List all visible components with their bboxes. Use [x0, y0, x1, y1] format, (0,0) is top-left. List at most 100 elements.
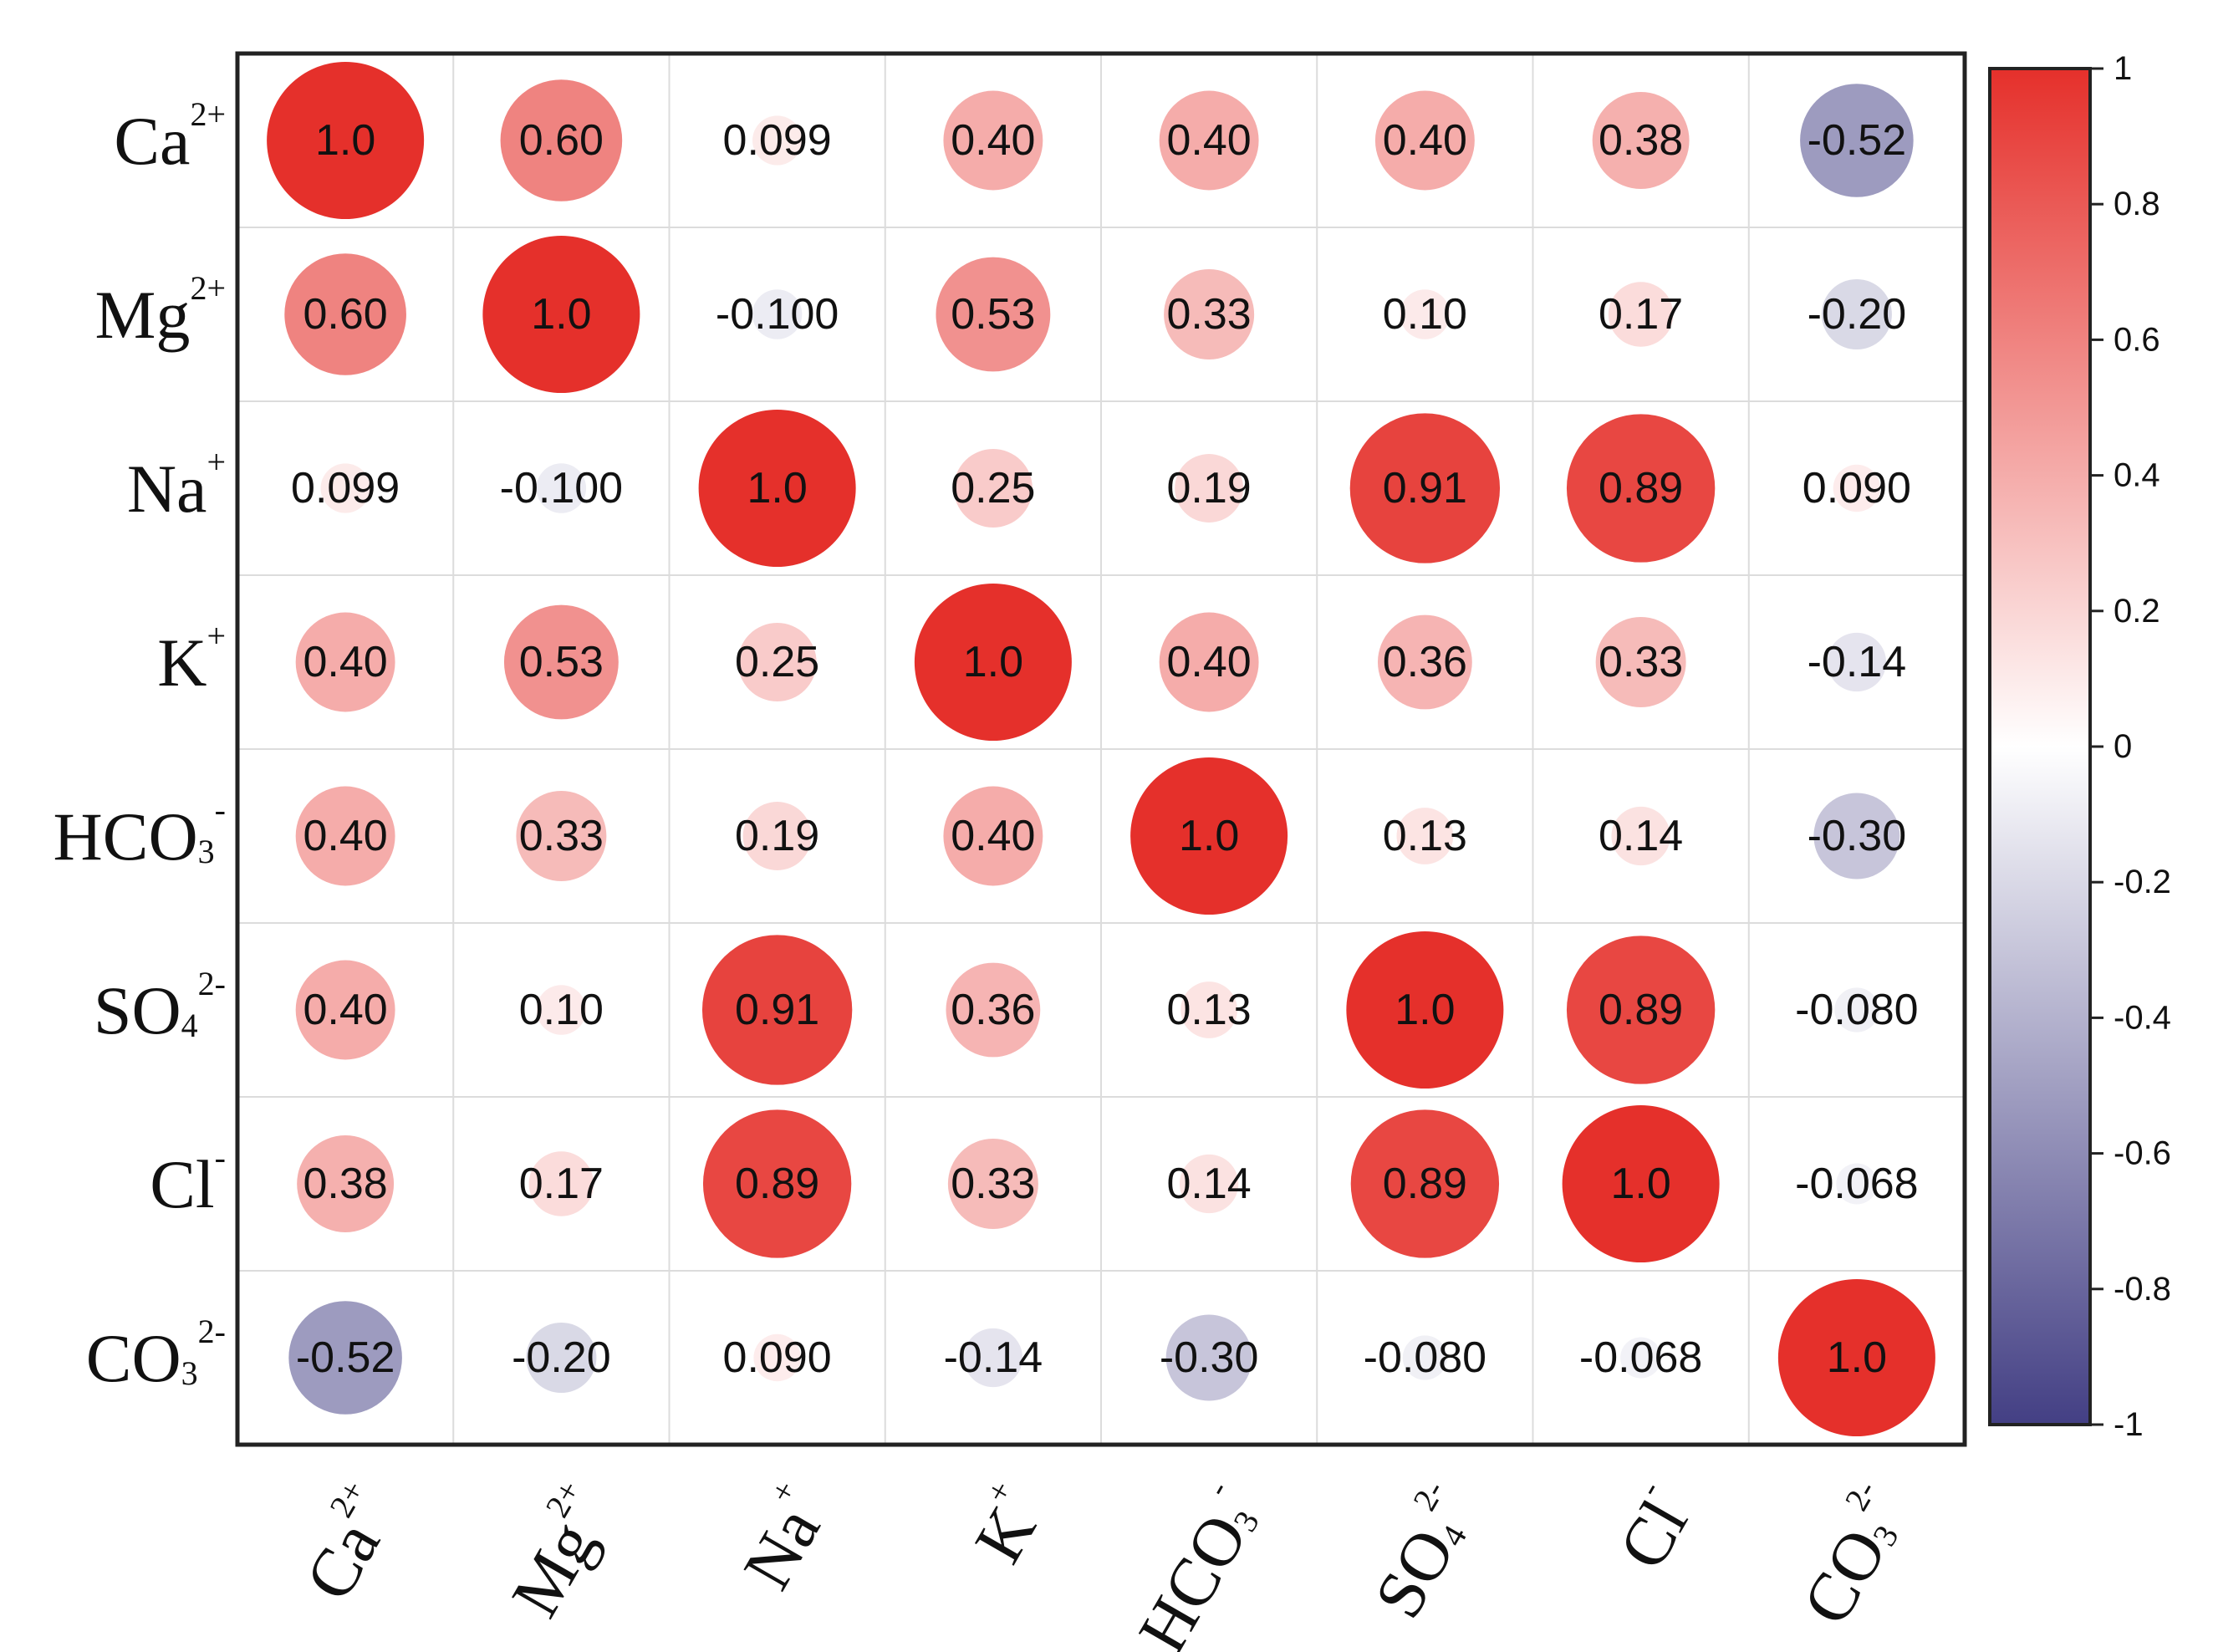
correlation-circle: [946, 962, 1041, 1058]
correlation-circle: [1595, 617, 1686, 707]
cell-value-label: 0.38: [303, 1160, 388, 1208]
cell-value-label: 0.33: [951, 1160, 1035, 1208]
grid-lines: [237, 54, 1965, 1445]
row-label-base: Cl: [150, 1146, 214, 1222]
correlation-circle: [1592, 92, 1690, 189]
colorbar: 1 0.8 0.6 0.4 0.2 0 -0.2 -0.4 -0.6 -0.8 -1: [1988, 50, 2171, 1443]
cell-value-label: 0.19: [1167, 464, 1252, 512]
correlation-circle: [742, 802, 812, 870]
row-label-superscript: +: [207, 443, 226, 481]
row-label-base: SO: [94, 972, 181, 1048]
column-label-base: Na: [728, 1494, 834, 1601]
correlation-circle: [1566, 936, 1716, 1084]
cell-value-label: 0.33: [1167, 290, 1252, 339]
column-label: K+: [953, 1474, 1059, 1575]
row-label: SO42-: [94, 965, 226, 1048]
correlation-circle: [295, 612, 395, 712]
correlation-circle: [1620, 1337, 1662, 1379]
cell-value-label: 0.40: [303, 986, 388, 1034]
cell-value-label: 0.91: [1383, 464, 1467, 512]
correlation-circle: [1349, 413, 1501, 563]
correlation-circle: [953, 449, 1033, 528]
cell-value-label: 0.090: [723, 1333, 832, 1382]
cell-value-label: -0.080: [1795, 986, 1918, 1034]
row-labels: Ca2+Mg2+Na+K+HCO3-SO42-Cl-CO32-: [54, 95, 226, 1396]
cell-value-label: 0.13: [1167, 986, 1252, 1034]
colorbar-tick-label: 0.2: [2114, 593, 2160, 630]
correlation-circle: [1180, 982, 1238, 1038]
row-label-superscript: -: [215, 791, 226, 829]
cell-value-label: 0.17: [519, 1160, 604, 1208]
correlation-circle: [914, 584, 1072, 741]
correlation-circle: [1159, 612, 1259, 712]
row-label-superscript: 2-: [198, 1313, 226, 1350]
column-label-superscript: 2-: [1405, 1474, 1452, 1517]
colorbar-tick-label: -1: [2114, 1406, 2144, 1443]
correlation-circle: [701, 935, 853, 1085]
cell-value-label: -0.080: [1364, 1333, 1486, 1382]
correlation-circle: [702, 1109, 852, 1258]
row-label: CO32-: [86, 1313, 226, 1396]
correlation-circle: [1402, 1335, 1447, 1380]
cell-value-label: 0.89: [1599, 464, 1683, 512]
cell-value-label: -0.52: [296, 1333, 395, 1382]
row-label-base: Mg: [95, 277, 191, 353]
correlation-circle: [1130, 757, 1288, 915]
cell-value-label: 0.099: [723, 116, 832, 165]
cell-value-label: 0.36: [951, 986, 1035, 1034]
cell-value-label: 1.0: [1610, 1160, 1670, 1208]
row-label-base: Ca: [114, 103, 190, 179]
cell-value-label: 0.89: [1383, 1160, 1467, 1208]
cell-value-label: 0.099: [291, 464, 400, 512]
colorbar-tick-label: 0.6: [2114, 321, 2160, 358]
cell-value-label: 0.53: [519, 638, 604, 686]
correlation-circle: [284, 253, 406, 375]
cell-value-label: 1.0: [1395, 986, 1455, 1034]
column-label-base: Cl: [1604, 1487, 1702, 1582]
cell-value-label: -0.52: [1808, 116, 1907, 165]
column-label: Cl-: [1597, 1474, 1707, 1582]
correlation-circle: [1566, 414, 1716, 563]
colorbar-tick-label: -0.6: [2114, 1135, 2171, 1172]
cell-value-label: 0.60: [519, 116, 604, 165]
correlation-circle: [1346, 931, 1504, 1089]
cell-value-label: 0.91: [735, 986, 819, 1034]
row-label: HCO3-: [54, 791, 226, 874]
row-label-subscript: 3: [181, 1354, 198, 1392]
correlation-circle: [1350, 1109, 1500, 1258]
correlation-circle: [1834, 987, 1879, 1032]
correlation-circles: [267, 62, 1935, 1436]
cell-value-label: 1.0: [315, 116, 375, 165]
correlation-circle: [947, 1139, 1038, 1229]
cell-value-label: 0.40: [303, 812, 388, 860]
column-label-superscript: -: [1197, 1474, 1236, 1502]
cell-value-label: 1.0: [747, 464, 807, 512]
row-label-superscript: 2+: [190, 269, 226, 307]
column-labels: Ca2+Mg2+ Na+K+HCO3-SO42- Cl-CO32-: [290, 1474, 1923, 1652]
cell-value-label: 0.25: [735, 638, 819, 686]
cell-value-label: -0.068: [1579, 1333, 1702, 1382]
correlation-circle: [1821, 278, 1892, 350]
cell-value-label: 0.14: [1599, 812, 1683, 860]
column-label: CO32-: [1781, 1474, 1923, 1637]
cell-value-label: 0.89: [735, 1160, 819, 1208]
row-label: K+: [157, 617, 226, 701]
correlation-circle: [943, 786, 1043, 886]
correlation-circle: [936, 257, 1051, 372]
correlation-circle: [1400, 289, 1451, 339]
cell-value-label: -0.14: [1808, 638, 1907, 686]
cell-value-label: -0.20: [1808, 290, 1907, 339]
row-label-base: HCO: [54, 798, 198, 874]
cell-value-label: 1.0: [1827, 1333, 1887, 1382]
cell-values: 1.0 0.60 0.099 0.40 0.40 0.40 0.38 -0.52 0.60 1.0…: [291, 116, 1919, 1382]
cell-value-label: 0.40: [1167, 116, 1252, 165]
cell-value-label: 0.53: [951, 290, 1035, 339]
cell-value-label: 0.090: [1803, 464, 1911, 512]
correlation-circle: [1813, 793, 1900, 880]
correlation-circle: [503, 604, 619, 720]
correlation-circle: [1377, 614, 1472, 710]
cell-value-label: 1.0: [1179, 812, 1239, 860]
correlation-circle: [1165, 1314, 1252, 1401]
correlation-circle: [1159, 90, 1259, 191]
row-label: Cl-: [150, 1139, 226, 1222]
